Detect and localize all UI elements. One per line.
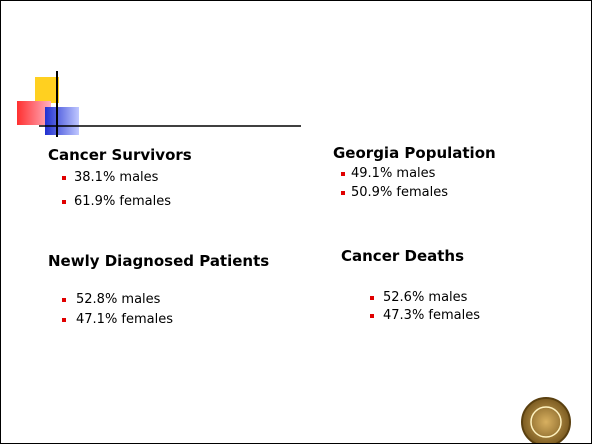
section-heading: Cancer Deaths xyxy=(341,247,465,265)
yellow-square xyxy=(35,77,59,103)
section-heading: Newly Diagnosed Patients xyxy=(48,252,270,270)
seal-ring xyxy=(530,406,562,438)
bullet xyxy=(62,176,66,180)
list-item: 47.1% females xyxy=(76,312,174,327)
list-item: 38.1% males xyxy=(74,170,159,185)
list-item: 50.9% females xyxy=(351,185,449,200)
bullet xyxy=(341,191,345,195)
bullet xyxy=(370,314,374,318)
list-item: 47.3% females xyxy=(383,308,481,323)
section-heading: Cancer Survivors xyxy=(48,146,192,164)
list-item: 49.1% males xyxy=(351,166,436,181)
list-item: 61.9% females xyxy=(74,194,172,209)
bullet xyxy=(62,200,66,204)
bullet xyxy=(62,318,66,322)
section-heading: Georgia Population xyxy=(333,144,496,162)
list-item: 52.6% males xyxy=(383,290,468,305)
bullet xyxy=(62,298,66,302)
bullet xyxy=(370,296,374,300)
list-item: 52.8% males xyxy=(76,292,161,307)
bullet xyxy=(341,172,345,176)
blue-square xyxy=(45,107,79,135)
